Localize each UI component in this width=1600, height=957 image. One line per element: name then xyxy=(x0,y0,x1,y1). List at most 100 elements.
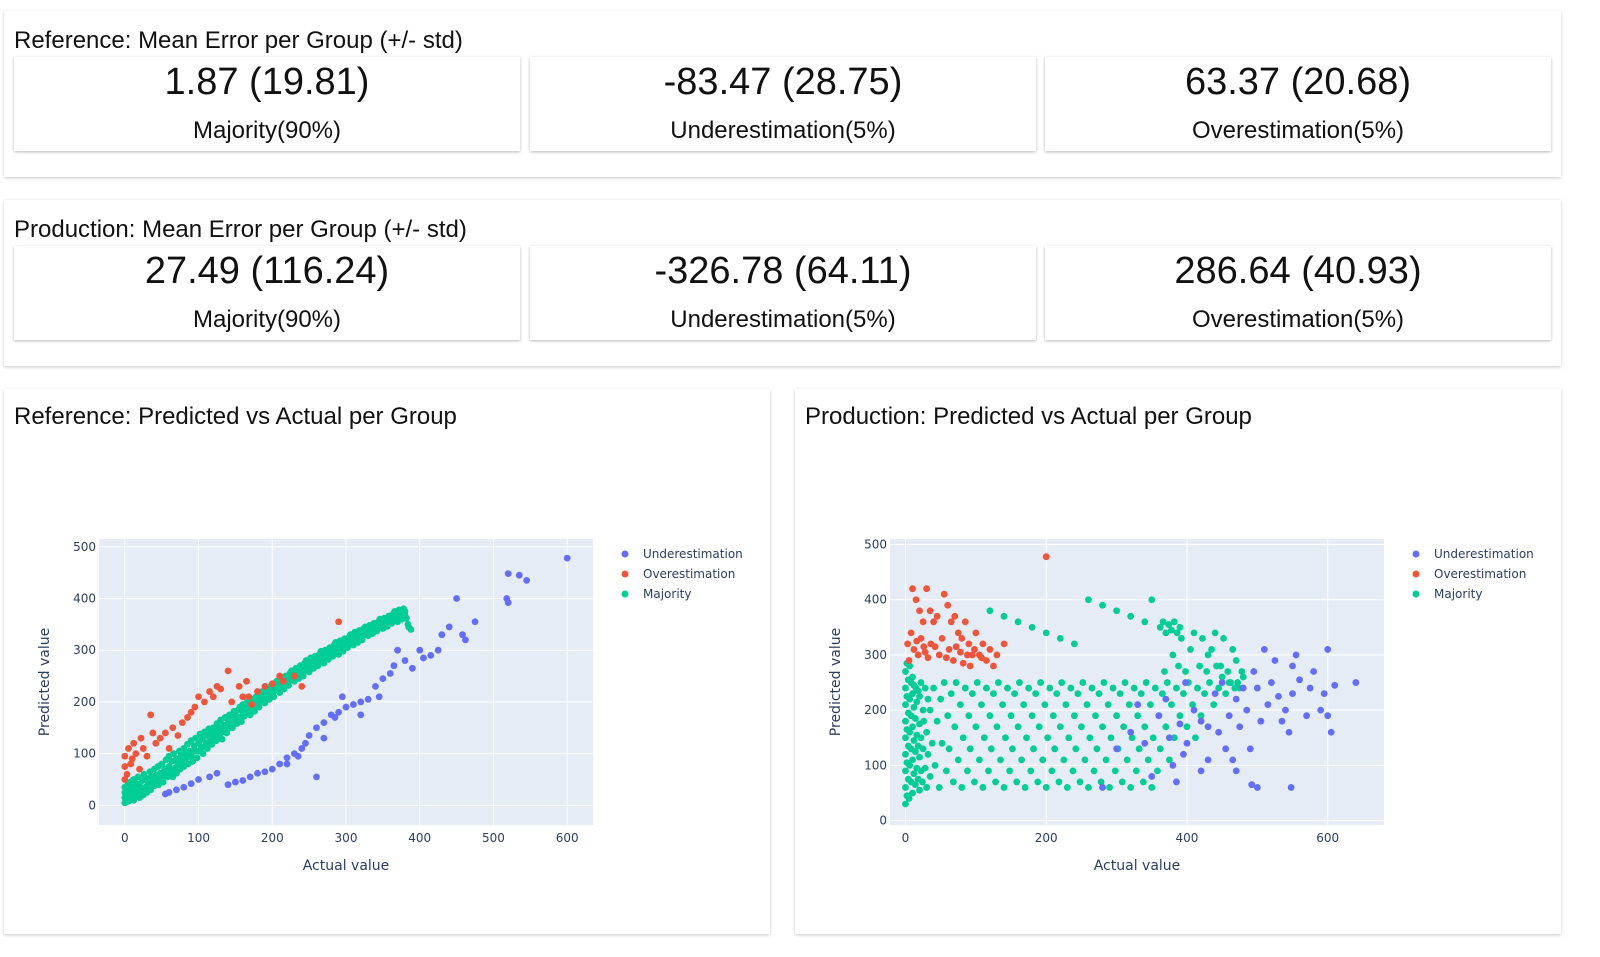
point-majority xyxy=(972,723,980,731)
point-majority xyxy=(1130,684,1138,692)
point-underestimation xyxy=(1282,706,1289,714)
point-majority xyxy=(930,684,938,692)
point-overestimation xyxy=(268,680,276,688)
point-underestimation xyxy=(408,664,416,672)
point-underestimation xyxy=(427,651,435,659)
point-underestimation xyxy=(1271,657,1279,664)
point-underestimation xyxy=(453,595,460,602)
production-chart-title: Production: Predicted vs Actual per Grou… xyxy=(805,403,1252,430)
point-majority xyxy=(1165,621,1173,628)
point-underestimation xyxy=(1327,728,1335,736)
point-majority xyxy=(1169,651,1177,659)
x-axis-label: Actual value xyxy=(1094,858,1181,874)
point-majority xyxy=(1037,679,1044,686)
production-underestimation-value: -326.78 (64.11) xyxy=(654,250,912,292)
point-underestimation xyxy=(386,670,394,677)
point-majority xyxy=(1224,668,1232,675)
point-overestimation xyxy=(945,646,953,653)
point-majority xyxy=(1056,634,1064,642)
point-majority xyxy=(909,690,916,697)
point-underestimation xyxy=(1306,684,1314,692)
reference-majority-card: 1.87 (19.81) Majority(90%) xyxy=(14,57,520,151)
point-underestimation xyxy=(563,554,571,562)
point-majority xyxy=(1135,745,1143,753)
x-tick-label: 400 xyxy=(408,831,431,845)
point-majority xyxy=(1095,690,1103,697)
point-majority xyxy=(1218,673,1226,681)
point-overestimation xyxy=(195,693,202,701)
x-tick-label: 500 xyxy=(482,831,505,845)
point-majority xyxy=(987,745,995,753)
point-majority xyxy=(1056,723,1064,731)
point-majority xyxy=(1123,756,1131,764)
point-majority xyxy=(990,690,997,697)
point-majority xyxy=(1231,684,1239,692)
point-overestimation xyxy=(121,776,129,783)
point-majority xyxy=(1079,679,1087,686)
point-underestimation xyxy=(1246,745,1254,753)
point-underestimation xyxy=(268,765,276,773)
point-majority xyxy=(1090,767,1098,775)
point-underestimation xyxy=(187,780,195,788)
point-majority xyxy=(1222,690,1230,697)
point-majority xyxy=(1086,734,1094,742)
point-majority xyxy=(1141,723,1149,731)
point-underestimation xyxy=(1176,720,1184,728)
x-tick-label: 600 xyxy=(1316,831,1339,845)
point-overestimation xyxy=(161,729,169,737)
production-underestimation-label: Underestimation(5%) xyxy=(670,306,896,333)
point-underestimation xyxy=(1134,701,1142,709)
point-overestimation xyxy=(964,651,971,659)
point-underestimation xyxy=(335,708,343,716)
point-majority xyxy=(919,706,927,714)
point-overestimation xyxy=(952,643,960,651)
point-majority xyxy=(187,752,195,760)
reference-overestimation-card: 63.37 (20.68) Overestimation(5%) xyxy=(1045,57,1551,151)
point-majority xyxy=(158,760,166,768)
x-tick-label: 200 xyxy=(261,831,284,845)
scatter-points xyxy=(902,553,1360,808)
point-majority xyxy=(947,690,955,697)
point-majority xyxy=(314,662,322,670)
point-underestimation xyxy=(327,711,335,719)
point-underestimation xyxy=(261,768,269,776)
point-underestimation xyxy=(357,698,365,706)
point-overestimation xyxy=(335,618,343,626)
point-overestimation xyxy=(990,662,997,670)
point-underestimation xyxy=(1182,679,1189,686)
point-majority xyxy=(1063,784,1071,791)
point-majority xyxy=(1076,778,1084,786)
point-majority xyxy=(1162,629,1170,637)
point-underestimation xyxy=(349,701,357,708)
point-overestimation xyxy=(986,646,994,653)
point-overestimation xyxy=(261,682,269,690)
point-majority xyxy=(1025,684,1033,692)
point-overestimation xyxy=(914,651,922,659)
point-majority xyxy=(973,679,981,686)
point-majority xyxy=(1170,618,1178,626)
point-overestimation xyxy=(139,745,147,752)
point-overestimation xyxy=(923,585,930,593)
point-overestimation xyxy=(940,590,948,598)
point-majority xyxy=(910,737,918,744)
point-majority xyxy=(1034,778,1042,786)
point-underestimation xyxy=(1190,706,1198,714)
point-overestimation xyxy=(152,739,160,747)
point-majority xyxy=(937,695,945,703)
point-overestimation xyxy=(239,693,247,701)
point-overestimation xyxy=(178,719,186,726)
point-majority xyxy=(933,717,941,725)
legend-marker xyxy=(1412,570,1420,578)
point-majority xyxy=(1125,701,1133,709)
point-overestimation xyxy=(156,734,164,742)
point-majority xyxy=(1182,668,1189,675)
point-underestimation xyxy=(1317,706,1325,714)
y-tick-label: 500 xyxy=(73,540,96,554)
point-overestimation xyxy=(191,703,199,711)
point-majority xyxy=(1173,629,1181,637)
point-majority xyxy=(1156,623,1164,631)
point-overestimation xyxy=(248,701,256,708)
point-majority xyxy=(1055,778,1063,786)
point-majority xyxy=(1170,734,1178,742)
production-overestimation-value: 286.64 (40.93) xyxy=(1174,250,1422,292)
